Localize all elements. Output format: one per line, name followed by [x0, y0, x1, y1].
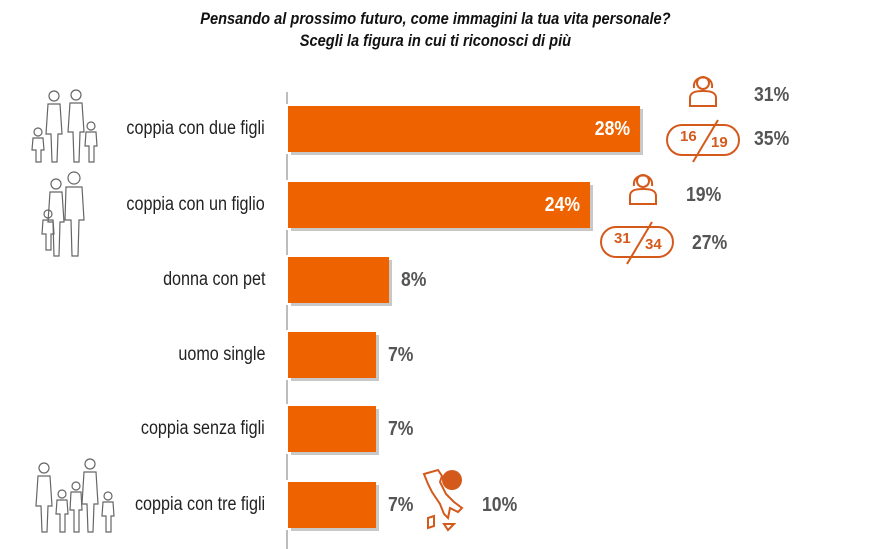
family-of-three-icon: [41, 171, 85, 257]
woman-icon: [689, 76, 717, 107]
slash-icon: [626, 221, 653, 265]
bar-value-label: 7%: [388, 494, 414, 516]
italy-map-icon: [422, 468, 464, 532]
age-share-value: 35%: [754, 128, 790, 150]
age-to: 19: [711, 134, 728, 151]
age-range-badge: 16 19: [666, 119, 740, 163]
chart-title: Pensando al prossimo futuro, come immagi…: [61, 8, 810, 52]
bar: 24%: [288, 182, 590, 228]
bar: [288, 482, 376, 528]
age-share-value: 27%: [692, 232, 728, 254]
category-label: coppia senza figli: [141, 418, 265, 439]
bar: [288, 332, 376, 378]
age-from: 16: [680, 128, 697, 145]
category-label: donna con pet: [162, 269, 265, 290]
bar: 28%: [288, 106, 640, 152]
slash-icon: [692, 119, 719, 163]
women-share-value: 31%: [754, 84, 790, 106]
bar-value-label: 7%: [388, 418, 414, 440]
family-of-five-icon: [35, 458, 115, 533]
category-label: coppia con tre figli: [134, 494, 265, 515]
category-label: coppia con un figlio: [126, 194, 265, 215]
bar-value-label: 28%: [594, 118, 630, 140]
category-label: uomo single: [177, 344, 265, 365]
category-axis-line: [286, 92, 288, 549]
chart-title-line1: Pensando al prossimo futuro, come immagi…: [200, 9, 671, 28]
bar-value-label: 7%: [388, 344, 414, 366]
bar-value-label: 24%: [544, 194, 580, 216]
age-to: 34: [645, 236, 662, 253]
woman-icon: [629, 174, 657, 205]
bar-value-label: 8%: [400, 269, 426, 291]
family-of-four-icon: [31, 89, 98, 163]
bar: [288, 406, 376, 452]
age-range-badge: 31 34: [600, 221, 674, 265]
age-from: 31: [614, 230, 631, 247]
south-italy-share-value: 10%: [482, 494, 518, 516]
bar: [288, 257, 389, 303]
chart-title-line2: Scegli la figura in cui ti riconosci di …: [299, 31, 572, 50]
women-share-value: 19%: [686, 184, 722, 206]
category-label: coppia con due figli: [126, 118, 265, 139]
